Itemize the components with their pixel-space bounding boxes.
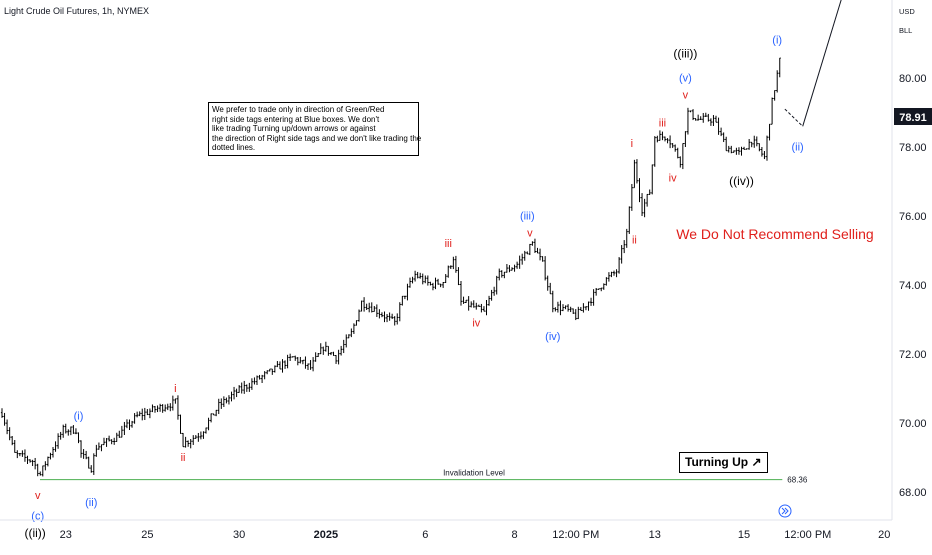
candles-layer [0,57,781,477]
trading-note-box: We prefer to trade only in direction of … [208,102,422,156]
wave-label: v [527,228,533,240]
y-tick-label: 70.00 [899,418,927,430]
wave-label: iv [669,173,677,185]
arrow-up-right-icon: ↗ [751,455,762,469]
wave-label: ii [181,452,186,464]
wave-label: v [683,90,689,102]
wave-label: i [174,383,176,395]
note-line: the direction of Right side tags and we … [212,133,422,143]
note-line: right side tags entering at Blue boxes. … [212,114,380,124]
wave-label: (i) [74,411,84,423]
wave-label: (i) [772,35,782,47]
wave-label: (v) [679,72,692,84]
projection-layer [784,0,842,127]
wave-label: (iii) [520,210,535,222]
invalidation-value: 68.36 [787,476,808,485]
x-tick-label: 23 [60,529,72,541]
invalidation-label: Invalidation Level [443,469,505,478]
x-tick-label: 30 [233,529,245,541]
wave-label: ((ii)) [24,526,45,540]
wave-label: ((iii)) [673,46,697,60]
scroll-to-latest-button[interactable] [778,504,792,518]
x-tick-label: 15 [738,529,750,541]
x-tick-label: 8 [511,529,517,541]
projection-dashed-line [784,108,804,127]
x-tick-label: 12:00 PM [784,529,831,541]
wave-label: v [35,490,41,502]
currency-label[interactable]: USD [899,7,915,16]
horizontal-lines-layer: Invalidation Level 68.36 [40,469,808,485]
wave-label: (ii) [85,497,97,509]
y-tick-label: 68.00 [899,487,927,499]
chart-title: Light Crude Oil Futures, 1h, NYMEX [4,6,149,16]
note-line: We prefer to trade only in direction of … [212,105,385,114]
last-price-value: 78.91 [899,112,927,124]
wave-label: (c) [31,511,44,523]
turning-up-badge: Turning Up ↗ [679,452,768,473]
y-tick-label: 80.00 [899,73,927,85]
wave-label: iii [659,117,666,129]
x-tick-label: 25 [141,529,153,541]
wave-label: iii [445,238,452,250]
wave-label: ((iv)) [729,174,754,188]
unit-label[interactable]: BLL [899,26,912,35]
turning-up-label: Turning Up [685,455,749,469]
note-line: dotted lines. [212,143,256,152]
y-tick-label: 76.00 [899,211,927,223]
wave-label: (ii) [791,141,803,153]
wave-label: (iv) [545,331,560,343]
wave-label: ii [632,235,637,247]
x-tick-label: 12:00 PM [552,529,599,541]
x-tick-label: 6 [422,529,428,541]
double-chevron-right-icon [781,507,789,515]
y-tick-label: 74.00 [899,280,927,292]
projection-line [802,0,842,127]
y-tick-label: 78.00 [899,142,927,154]
note-line: like trading Turning up/down arrows or a… [212,124,376,133]
wave-label: iv [472,317,480,329]
recommendation-text: We Do Not Recommend Selling [676,226,873,242]
x-tick-label: 13 [649,529,661,541]
price-axis[interactable]: 68.00 70.00 72.00 74.00 76.00 78.00 80.00 [899,73,927,499]
x-tick-label: 2025 [314,529,338,541]
last-price-tag: 78.91 [894,108,932,125]
y-tick-label: 72.00 [899,349,927,361]
time-axis[interactable]: 23 25 30 2025 6 8 12:00 PM 13 15 12:00 PM 20 [60,529,891,541]
wave-label: i [631,138,633,150]
wave-labels-layer: v(c)((ii))(i)(ii)iiiiiiiv(iii)v(iv)iiiii… [24,35,803,540]
x-tick-label: 20 [878,529,890,541]
